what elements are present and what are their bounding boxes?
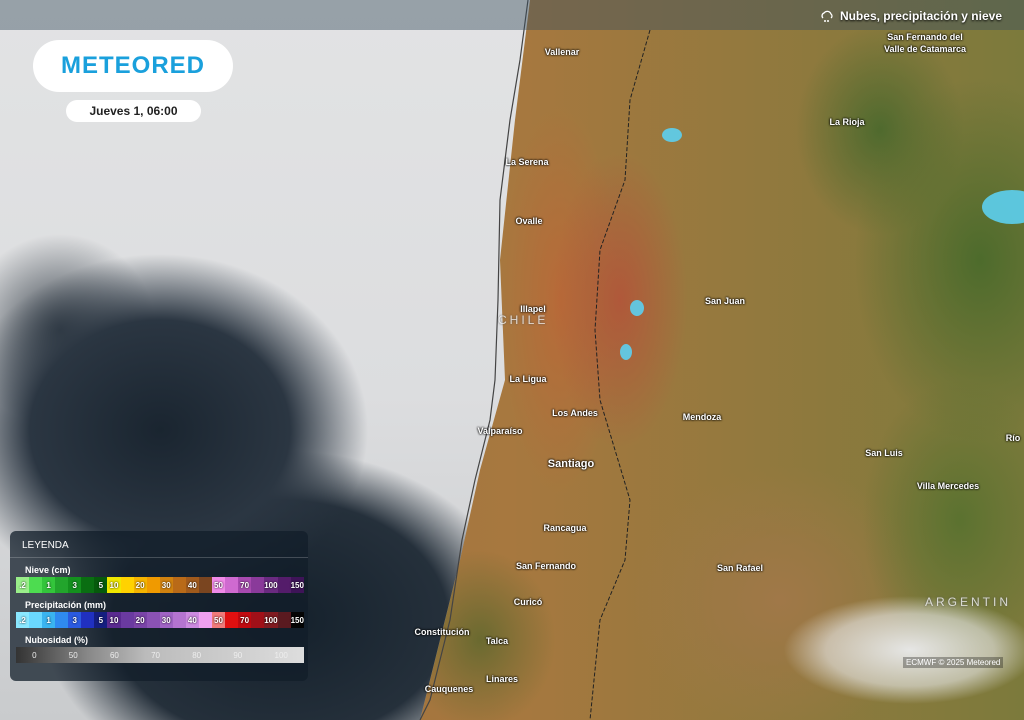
cloud-scale-tick: 90 — [233, 650, 243, 660]
snow-scale-cell: 30 — [159, 577, 173, 593]
precip-scale-cell — [55, 612, 69, 628]
snow-scale-cell: 3 — [68, 577, 82, 593]
cloud-scale-tick: 60 — [109, 650, 119, 660]
precip-scale-cell: 50 — [211, 612, 225, 628]
city-label: Talca — [485, 636, 509, 646]
country-label: CHILE — [498, 313, 549, 327]
snow-scale-cell: 150 — [290, 577, 304, 593]
precip-scale-cell — [251, 612, 265, 628]
forecast-time[interactable]: Jueves 1, 06:00 — [66, 100, 201, 122]
precip-scale: .2 1 3 5 10 20 30 40 50 70 100 150 — [16, 612, 304, 628]
snow-scale-cell — [120, 577, 134, 593]
snow-scale-cell: 50 — [211, 577, 225, 593]
legend-title: LEYENDA — [10, 531, 308, 558]
city-label: Villa Mercedes — [916, 481, 980, 491]
city-label: Valle de Catamarca — [883, 44, 967, 54]
precip-scale-cell: 5 — [94, 612, 108, 628]
city-label: San Rafael — [716, 563, 764, 573]
cloud-layer-east — [760, 560, 1024, 720]
top-bar — [0, 0, 1024, 30]
snow-scale-label: Nieve (cm) — [25, 565, 71, 575]
city-label: Linares — [485, 674, 519, 684]
precip-spot — [662, 128, 682, 142]
city-label: Ovalle — [515, 216, 543, 226]
precip-scale-cell: 30 — [159, 612, 173, 628]
city-label: La Rioja — [829, 117, 865, 127]
snow-scale-cell: 40 — [185, 577, 199, 593]
precip-scale-cell: 70 — [238, 612, 252, 628]
city-label: Illapel — [520, 304, 546, 314]
snow-scale-cell: .2 — [16, 577, 30, 593]
city-label: Vallenar — [544, 47, 580, 57]
precip-scale-cell: 10 — [107, 612, 121, 628]
legend-panel: LEYENDA Nieve (cm) .2 1 3 5 10 20 30 40 50 70 100 1… — [10, 531, 308, 681]
precip-scale-cell — [146, 612, 160, 628]
meteored-logo[interactable]: METEORED — [33, 40, 233, 92]
credit: ECMWF © 2025 Meteored — [903, 657, 1004, 668]
city-label: San Luis — [865, 448, 903, 458]
cloud-scale: 0 50 60 70 80 90 100 — [16, 647, 304, 663]
cloud-rain-icon — [821, 10, 833, 22]
layer-title[interactable]: Nubes, precipitación y nieve — [820, 9, 1002, 23]
precip-scale-cell: .2 — [16, 612, 30, 628]
city-label: Mendoza — [682, 412, 722, 422]
precip-scale-cell: 1 — [42, 612, 56, 628]
precip-scale-cell: 150 — [290, 612, 304, 628]
snow-scale-cell: 1 — [42, 577, 56, 593]
precip-scale-cell: 100 — [264, 612, 278, 628]
city-label: San Fernando — [515, 561, 577, 571]
city-label: Valparaíso — [477, 426, 523, 436]
snow-scale-cell — [225, 577, 239, 593]
precip-scale-label: Precipitación (mm) — [25, 600, 107, 610]
precip-spot — [982, 190, 1024, 224]
precip-scale-cell — [277, 612, 291, 628]
precip-scale-cell — [120, 612, 134, 628]
cloud-scale-tick: 80 — [192, 650, 202, 660]
snow-scale: .2 1 3 5 10 20 30 40 50 70 100 150 — [16, 577, 304, 593]
precip-scale-cell — [172, 612, 186, 628]
precip-spot — [630, 300, 644, 316]
cloud-scale-tick: 50 — [68, 650, 78, 660]
cloud-scale-tick: 70 — [151, 650, 160, 660]
precip-scale-cell: 40 — [185, 612, 199, 628]
snow-scale-cell — [277, 577, 291, 593]
city-label: Río — [1005, 433, 1021, 443]
precip-spot — [620, 344, 632, 360]
cloud-scale-tick: 0 — [32, 650, 37, 660]
snow-scale-cell: 20 — [133, 577, 147, 593]
snow-scale-cell — [55, 577, 69, 593]
city-label: Rancagua — [543, 523, 587, 533]
precip-scale-cell — [29, 612, 43, 628]
snow-scale-cell — [29, 577, 43, 593]
precip-scale-cell: 3 — [68, 612, 82, 628]
cloud-scale-label: Nubosidad (%) — [25, 635, 88, 645]
snow-scale-cell: 100 — [264, 577, 278, 593]
city-label: Santiago — [547, 458, 595, 470]
precip-scale-cell — [198, 612, 212, 628]
snow-scale-cell — [251, 577, 265, 593]
city-label: San Fernando del — [887, 32, 963, 42]
city-label: La Serena — [505, 157, 549, 167]
precip-scale-cell: 20 — [133, 612, 147, 628]
country-label: ARGENTIN — [925, 595, 1012, 609]
precip-scale-cell — [225, 612, 239, 628]
layer-title-text: Nubes, precipitación y nieve — [839, 9, 1002, 23]
snow-scale-cell: 10 — [107, 577, 121, 593]
cloud-scale-tick: 100 — [274, 650, 288, 660]
snow-scale-cell: 70 — [238, 577, 252, 593]
precip-scale-cell — [81, 612, 95, 628]
snow-scale-cell — [81, 577, 95, 593]
city-label: Constitución — [414, 627, 470, 637]
snow-scale-cell: 5 — [94, 577, 108, 593]
snow-scale-cell — [172, 577, 186, 593]
snow-scale-cell — [198, 577, 212, 593]
city-label: San Juan — [704, 296, 746, 306]
city-label: Los Andes — [552, 408, 598, 418]
snow-scale-cell — [146, 577, 160, 593]
city-label: Cauquenes — [424, 684, 474, 694]
city-label: La Ligua — [509, 374, 547, 384]
city-label: Curicó — [513, 597, 543, 607]
